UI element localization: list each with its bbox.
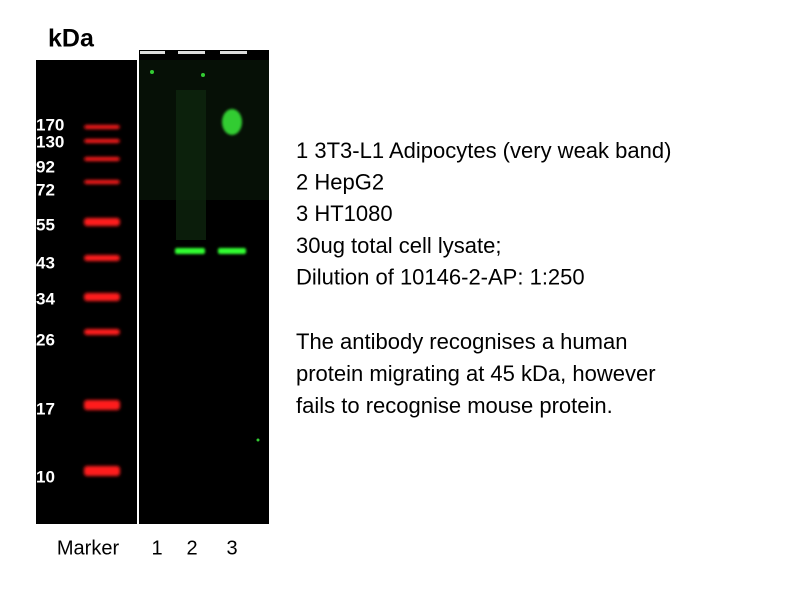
legend-line: 3 HT1080	[296, 201, 393, 226]
legend-line: 30ug total cell lysate;	[296, 233, 501, 258]
well	[220, 51, 247, 54]
note-line: fails to recognise mouse protein.	[296, 393, 613, 418]
speck	[256, 438, 260, 442]
marker-band	[84, 139, 120, 143]
lane-label: 3	[226, 537, 237, 559]
marker-label: 72	[36, 180, 55, 199]
marker-label: 26	[36, 330, 55, 349]
marker-label: 10	[36, 467, 55, 486]
marker-label: 92	[36, 157, 55, 176]
well	[140, 51, 165, 54]
note-line: protein migrating at 45 kDa, however	[296, 361, 656, 386]
legend-line: 1 3T3-L1 Adipocytes (very weak band)	[296, 138, 671, 163]
marker-band	[84, 329, 120, 335]
legend-line: Dilution of 10146-2-AP: 1:250	[296, 265, 585, 290]
green-band	[175, 248, 205, 254]
marker-band	[84, 466, 120, 476]
marker-label: 34	[36, 289, 55, 308]
marker-panel	[36, 60, 137, 524]
lane-label: 1	[151, 537, 162, 559]
marker-band	[84, 218, 120, 226]
marker-band	[84, 125, 120, 129]
marker-band	[84, 400, 120, 410]
unit-label: kDa	[48, 25, 95, 53]
marker-band	[84, 157, 120, 161]
marker-label: 170	[36, 115, 64, 134]
lane-label: Marker	[57, 537, 120, 559]
marker-label: 130	[36, 132, 64, 151]
marker-band	[84, 180, 120, 184]
marker-band	[84, 255, 120, 261]
legend-line: 2 HepG2	[296, 170, 384, 195]
green-blob	[222, 109, 242, 135]
speck	[150, 70, 154, 74]
well	[178, 51, 205, 54]
marker-band	[84, 293, 120, 301]
lane-label: 2	[186, 537, 197, 559]
lane-smear	[176, 90, 206, 240]
note-line: The antibody recognises a human	[296, 329, 627, 354]
speck	[201, 73, 205, 77]
marker-label: 43	[36, 253, 55, 272]
marker-label: 17	[36, 399, 55, 418]
green-band	[218, 248, 246, 254]
marker-label: 55	[36, 215, 55, 234]
